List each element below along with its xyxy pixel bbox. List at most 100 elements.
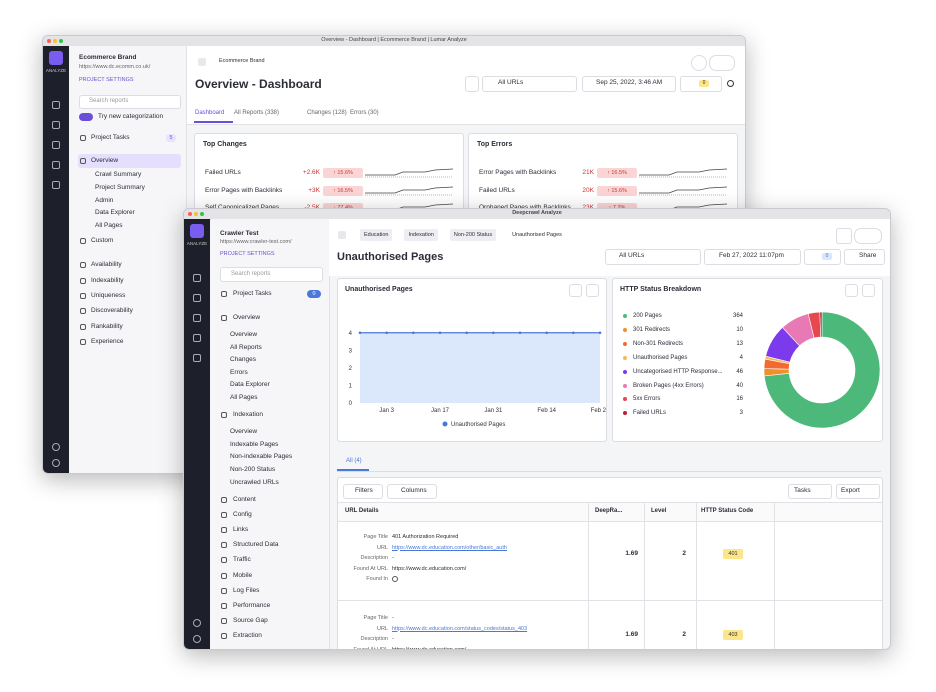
rail-icon[interactable]	[193, 294, 201, 302]
column-header[interactable]: Level	[651, 508, 667, 514]
search-placeholder[interactable]: Search reports	[89, 98, 129, 104]
rail-icon[interactable]	[52, 121, 60, 129]
card-settings[interactable]	[845, 284, 858, 297]
export[interactable]: Export	[841, 487, 860, 494]
nav-item[interactable]: All Reports	[230, 344, 262, 351]
nav-item[interactable]: Admin	[95, 197, 114, 204]
date-picker[interactable]	[582, 76, 676, 92]
nav-section[interactable]: Content	[233, 496, 256, 503]
nav-section[interactable]: Traffic	[233, 556, 251, 563]
card-download[interactable]	[862, 284, 875, 297]
zoom[interactable]	[59, 39, 63, 43]
nav-item[interactable]: Data Explorer	[95, 209, 135, 216]
breadcrumb-item[interactable]: Indexation	[404, 229, 438, 241]
card-settings[interactable]	[569, 284, 582, 297]
nav-item[interactable]: Rankability	[91, 323, 123, 330]
rail-icon[interactable]	[193, 274, 201, 282]
columns-button[interactable]	[387, 484, 437, 499]
breadcrumb-item[interactable]: Education	[360, 229, 393, 241]
rail-icon[interactable]	[193, 619, 201, 627]
nav-section[interactable]: Indexation	[233, 411, 263, 418]
nav-item[interactable]: Crawl Summary	[95, 171, 142, 178]
avatar[interactable]	[854, 228, 882, 244]
home[interactable]	[198, 58, 206, 66]
nav-item[interactable]: Non-indexable Pages	[230, 453, 293, 460]
project-settings[interactable]: PROJECT SETTINGS	[79, 77, 134, 83]
zoom[interactable]	[200, 212, 204, 216]
nav-item[interactable]: Data Explorer	[230, 381, 270, 388]
date-picker[interactable]	[704, 249, 801, 265]
filters-button[interactable]	[343, 484, 383, 499]
nav-section[interactable]: Mobile	[233, 572, 253, 579]
url-filter-text[interactable]: All URLs	[619, 252, 645, 259]
nav-item[interactable]: All Pages	[95, 222, 123, 229]
url-filter-text[interactable]: All URLs	[498, 79, 524, 86]
nav-item[interactable]: All Pages	[230, 394, 258, 401]
project-settings[interactable]: PROJECT SETTINGS	[220, 251, 275, 257]
rail-icon[interactable]	[52, 181, 60, 189]
nav-section[interactable]: Extraction	[233, 632, 262, 639]
project-tasks[interactable]: Project Tasks	[233, 290, 272, 297]
rail-icon[interactable]	[193, 314, 201, 322]
search-button[interactable]	[465, 76, 479, 92]
rail-icon[interactable]	[52, 101, 60, 109]
home[interactable]	[338, 231, 346, 239]
date-text[interactable]: Sep 25, 2022, 3:46 AM	[596, 79, 663, 86]
column-header[interactable]: URL Details	[345, 508, 379, 514]
rail-icon[interactable]	[52, 161, 60, 169]
nav-item[interactable]: Overview	[91, 157, 119, 164]
nav-item[interactable]: Uniqueness	[91, 292, 126, 299]
share[interactable]: Share	[859, 252, 877, 259]
nav-section[interactable]: Links	[233, 526, 249, 533]
field-value[interactable]: https://www.dc.education.com/status_code…	[392, 625, 528, 632]
row-label[interactable]: Error Pages with Backlinks	[479, 169, 557, 176]
column-header[interactable]: HTTP Status Code	[701, 508, 754, 514]
rail-icon[interactable]	[52, 141, 60, 149]
breadcrumb-item[interactable]: Non-200 Status	[449, 229, 497, 241]
nav-item[interactable]: Project Summary	[95, 184, 145, 191]
row-label[interactable]: Error Pages with Backlinks	[205, 186, 283, 194]
nav-section[interactable]: Config	[233, 511, 252, 518]
rail-icon[interactable]	[193, 635, 201, 643]
breadcrumb[interactable]: Ecommerce Brand	[219, 58, 265, 64]
rail-icon[interactable]	[52, 443, 60, 451]
rail-icon[interactable]	[193, 354, 201, 362]
breadcrumb-item[interactable]: Unauthorised Pages	[512, 232, 562, 238]
row-label[interactable]: Failed URLs	[479, 186, 515, 194]
row-label[interactable]: Self Canonicalized Pages	[205, 202, 279, 214]
tab[interactable]: All (4)	[346, 458, 362, 464]
nav-item[interactable]: Experience	[91, 338, 124, 345]
export-button[interactable]	[836, 484, 880, 499]
field-value[interactable]: https://www.dc.education.com/other/basic…	[392, 544, 507, 551]
settings[interactable]	[691, 55, 707, 71]
nav-item[interactable]: Overview	[230, 331, 258, 338]
nav-item[interactable]: Discoverability	[91, 307, 133, 314]
nav-section[interactable]: Performance	[233, 602, 271, 609]
close[interactable]	[188, 212, 192, 216]
date-text[interactable]: Feb 27, 2022 11:07pm	[719, 252, 784, 259]
nav-item[interactable]: Uncrawled URLs	[230, 479, 279, 486]
nav-item[interactable]: Errors	[230, 369, 248, 376]
tab[interactable]: Dashboard	[195, 110, 225, 116]
nav-section[interactable]: Overview	[233, 314, 261, 321]
nav-item[interactable]: Availability	[91, 261, 122, 268]
url-filter[interactable]	[482, 76, 577, 92]
nav-section[interactable]: Structured Data	[233, 541, 279, 548]
nav-item[interactable]: Indexability	[91, 277, 124, 284]
minimize[interactable]	[53, 39, 57, 43]
nav-item[interactable]: Changes	[230, 356, 257, 363]
column-header[interactable]: DeepRa...	[595, 508, 623, 514]
nav-section[interactable]: Log Files	[233, 587, 260, 594]
project-tasks[interactable]: Project Tasks	[91, 134, 130, 141]
rail-icon[interactable]	[193, 334, 201, 342]
share-button[interactable]	[844, 249, 885, 265]
nav-item[interactable]: Non-200 Status	[230, 466, 276, 473]
filters[interactable]: Filters	[355, 487, 373, 494]
nav-item[interactable]: Overview	[230, 428, 258, 435]
row-label[interactable]: Orphaned Pages with Backlinks	[479, 202, 571, 214]
row-label[interactable]: Failed URLs	[205, 169, 241, 176]
nav-item[interactable]: Custom	[91, 237, 114, 244]
tab[interactable]: Changes (128)	[307, 110, 347, 116]
columns[interactable]: Columns	[401, 487, 427, 494]
tab[interactable]: All Reports (338)	[234, 110, 280, 116]
